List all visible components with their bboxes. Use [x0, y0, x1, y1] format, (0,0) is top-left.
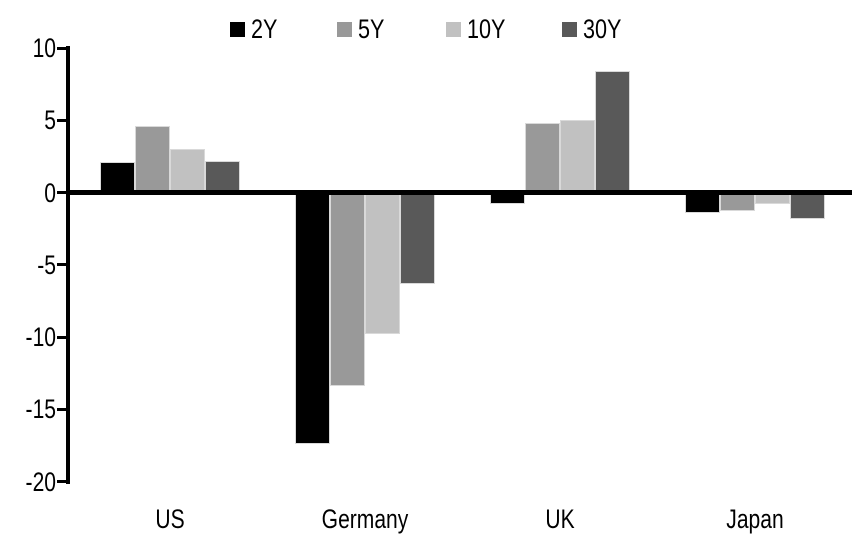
bar-uk-5y: [524, 123, 560, 193]
legend-label-30y: 30Y: [583, 13, 622, 44]
bar-us-2y: [99, 162, 135, 193]
legend-item-2y: 2Y: [230, 13, 284, 45]
bar-germany-10y: [364, 192, 400, 335]
legend-swatch-5y-icon: [337, 21, 352, 37]
x-label-germany: Germany: [321, 504, 408, 534]
legend-label-2y: 2Y: [251, 13, 278, 44]
bar-japan-30y: [789, 192, 825, 219]
y-tick-mark-0: [57, 191, 68, 194]
legend-label-10y: 10Y: [467, 13, 506, 44]
bar-japan-2y: [684, 192, 720, 213]
y-tick-mark--10: [57, 335, 68, 339]
y-tick-mark-5: [57, 118, 68, 122]
y-tick-mark--5: [57, 263, 68, 267]
y-tick-label--10: -10: [25, 322, 56, 352]
legend-label-5y: 5Y: [358, 13, 385, 44]
x-label-japan: Japan: [725, 504, 784, 534]
legend-swatch-2y-icon: [230, 21, 245, 37]
y-tick-label-0: 0: [44, 177, 56, 208]
legend-swatch-30y-icon: [562, 21, 577, 37]
bar-us-10y: [169, 149, 205, 193]
y-tick-label--15: -15: [25, 394, 56, 425]
bar-germany-5y: [329, 192, 365, 387]
y-axis-line: [66, 46, 70, 484]
bar-uk-30y: [594, 71, 630, 193]
x-label-us: US: [154, 504, 185, 534]
y-tick-label--5: -5: [37, 249, 56, 280]
bar-germany-30y: [399, 192, 435, 284]
legend-item-30y: 30Y: [562, 13, 631, 45]
bar-uk-10y: [559, 120, 595, 193]
bar-us-30y: [204, 160, 240, 193]
legend-swatch-10y-icon: [446, 21, 461, 37]
x-axis-zero-line: [66, 190, 852, 195]
bar-germany-2y: [294, 192, 330, 444]
y-tick-label-10: 10: [32, 33, 56, 63]
legend-item-5y: 5Y: [337, 13, 391, 45]
y-tick-mark--15: [57, 407, 68, 411]
bar-japan-5y: [719, 192, 755, 212]
y-tick-label-5: 5: [44, 105, 56, 136]
x-label-uk: UK: [544, 504, 575, 534]
y-tick-label--20: -20: [25, 466, 56, 497]
y-tick-mark--20: [57, 480, 68, 483]
y-tick-mark-10: [57, 46, 68, 50]
legend-item-10y: 10Y: [446, 13, 515, 45]
bar-us-5y: [134, 126, 170, 193]
